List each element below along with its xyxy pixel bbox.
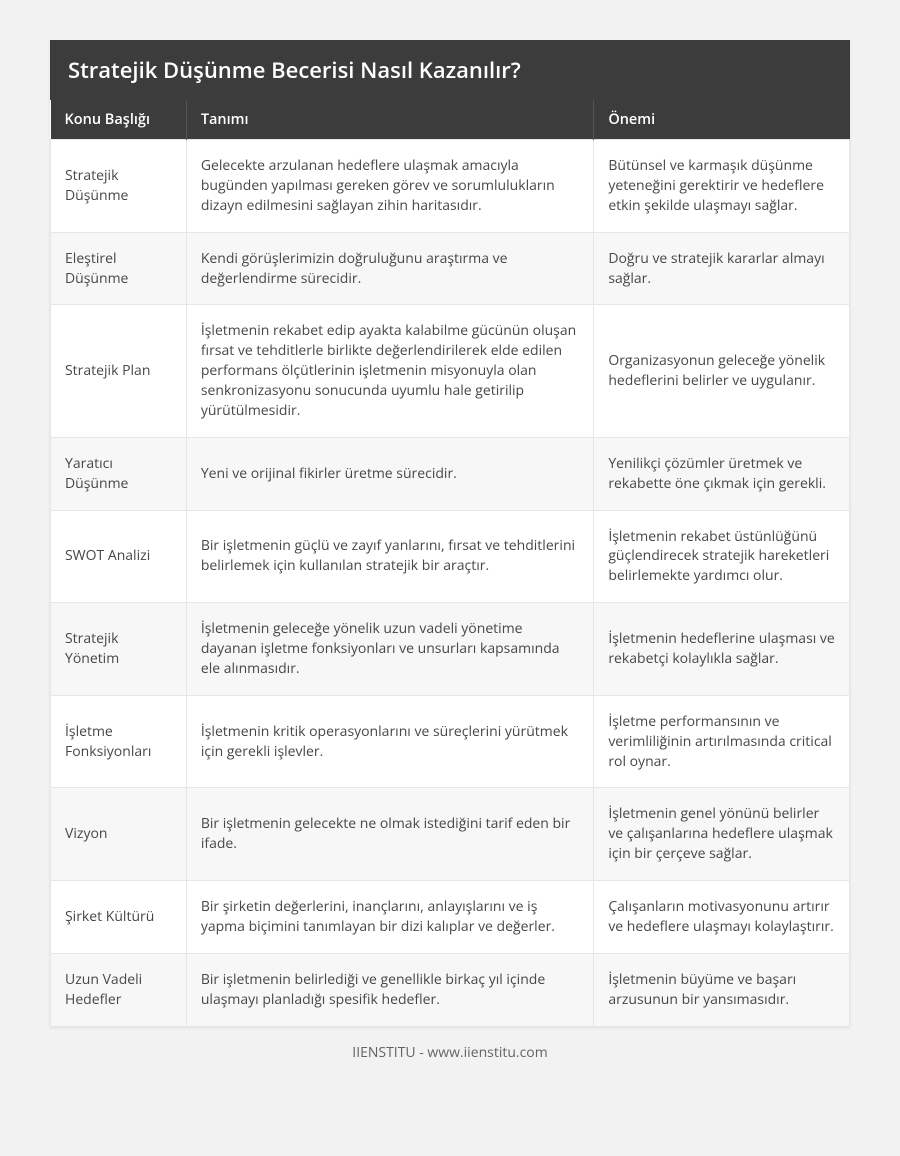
col-header-definition: Tanımı [186, 100, 593, 140]
table-row: SWOT Analizi Bir işletmenin güçlü ve zay… [51, 510, 850, 603]
cell-definition: Kendi görüşlerimizin doğruluğunu araştır… [186, 232, 593, 305]
col-header-topic: Konu Başlığı [51, 100, 187, 140]
cell-definition: Bir şirketin değerlerini, inançlarını, a… [186, 881, 593, 954]
table-row: Vizyon Bir işletmenin gelecekte ne olmak… [51, 788, 850, 881]
table-row: Stratejik Plan İşletmenin rekabet edip a… [51, 305, 850, 437]
cell-topic: SWOT Analizi [51, 510, 187, 603]
table-row: Şirket Kültürü Bir şirketin değerlerini,… [51, 881, 850, 954]
cell-definition: İşletmenin rekabet edip ayakta kalabilme… [186, 305, 593, 437]
cell-importance: Doğru ve stratejik kararlar almayı sağla… [594, 232, 850, 305]
cell-topic: Stratejik Plan [51, 305, 187, 437]
table-body: Stratejik Düşünme Gelecekte arzulanan he… [51, 140, 850, 1027]
cell-importance: Çalışanların motivasyonunu artırır ve he… [594, 881, 850, 954]
cell-importance: İşletmenin büyüme ve başarı arzusunun bi… [594, 953, 850, 1026]
table-header: Konu Başlığı Tanımı Önemi [51, 100, 850, 140]
cell-topic: Stratejik Yönetim [51, 603, 187, 696]
cell-topic: Eleştirel Düşünme [51, 232, 187, 305]
cell-topic: Stratejik Düşünme [51, 140, 187, 233]
concepts-table: Konu Başlığı Tanımı Önemi Stratejik Düşü… [50, 100, 850, 1027]
table-row: Stratejik Düşünme Gelecekte arzulanan he… [51, 140, 850, 233]
cell-topic: İşletme Fonksiyonları [51, 695, 187, 788]
table-row: İşletme Fonksiyonları İşletmenin kritik … [51, 695, 850, 788]
cell-importance: Organizasyonun geleceğe yönelik hedefler… [594, 305, 850, 437]
cell-importance: İşletme performansının ve verimliliğinin… [594, 695, 850, 788]
table-row: Uzun Vadeli Hedefler Bir işletmenin beli… [51, 953, 850, 1026]
cell-importance: İşletmenin genel yönünü belirler ve çalı… [594, 788, 850, 881]
col-header-importance: Önemi [594, 100, 850, 140]
cell-definition: Yeni ve orijinal fikirler üretme sürecid… [186, 437, 593, 510]
cell-importance: Bütünsel ve karmaşık düşünme yeteneğini … [594, 140, 850, 233]
cell-topic: Yaratıcı Düşünme [51, 437, 187, 510]
cell-definition: Bir işletmenin gelecekte ne olmak istedi… [186, 788, 593, 881]
table-row: Yaratıcı Düşünme Yeni ve orijinal fikirl… [51, 437, 850, 510]
cell-importance: İşletmenin hedeflerine ulaşması ve rekab… [594, 603, 850, 696]
table-row: Stratejik Yönetim İşletmenin geleceğe yö… [51, 603, 850, 696]
cell-topic: Vizyon [51, 788, 187, 881]
footer-text: IIENSTITU - www.iienstitu.com [50, 1027, 850, 1078]
table-row: Eleştirel Düşünme Kendi görüşlerimizin d… [51, 232, 850, 305]
cell-topic: Şirket Kültürü [51, 881, 187, 954]
cell-definition: Bir işletmenin belirlediği ve genellikle… [186, 953, 593, 1026]
cell-definition: Gelecekte arzulanan hedeflere ulaşmak am… [186, 140, 593, 233]
cell-topic: Uzun Vadeli Hedefler [51, 953, 187, 1026]
page-title: Stratejik Düşünme Becerisi Nasıl Kazanıl… [50, 40, 850, 100]
cell-importance: Yenilikçi çözümler üretmek ve rekabette … [594, 437, 850, 510]
cell-definition: Bir işletmenin güçlü ve zayıf yanlarını,… [186, 510, 593, 603]
cell-importance: İşletmenin rekabet üstünlüğünü güçlendir… [594, 510, 850, 603]
cell-definition: İşletmenin kritik operasyonlarını ve sür… [186, 695, 593, 788]
cell-definition: İşletmenin geleceğe yönelik uzun vadeli … [186, 603, 593, 696]
content-card: Stratejik Düşünme Becerisi Nasıl Kazanıl… [50, 40, 850, 1027]
